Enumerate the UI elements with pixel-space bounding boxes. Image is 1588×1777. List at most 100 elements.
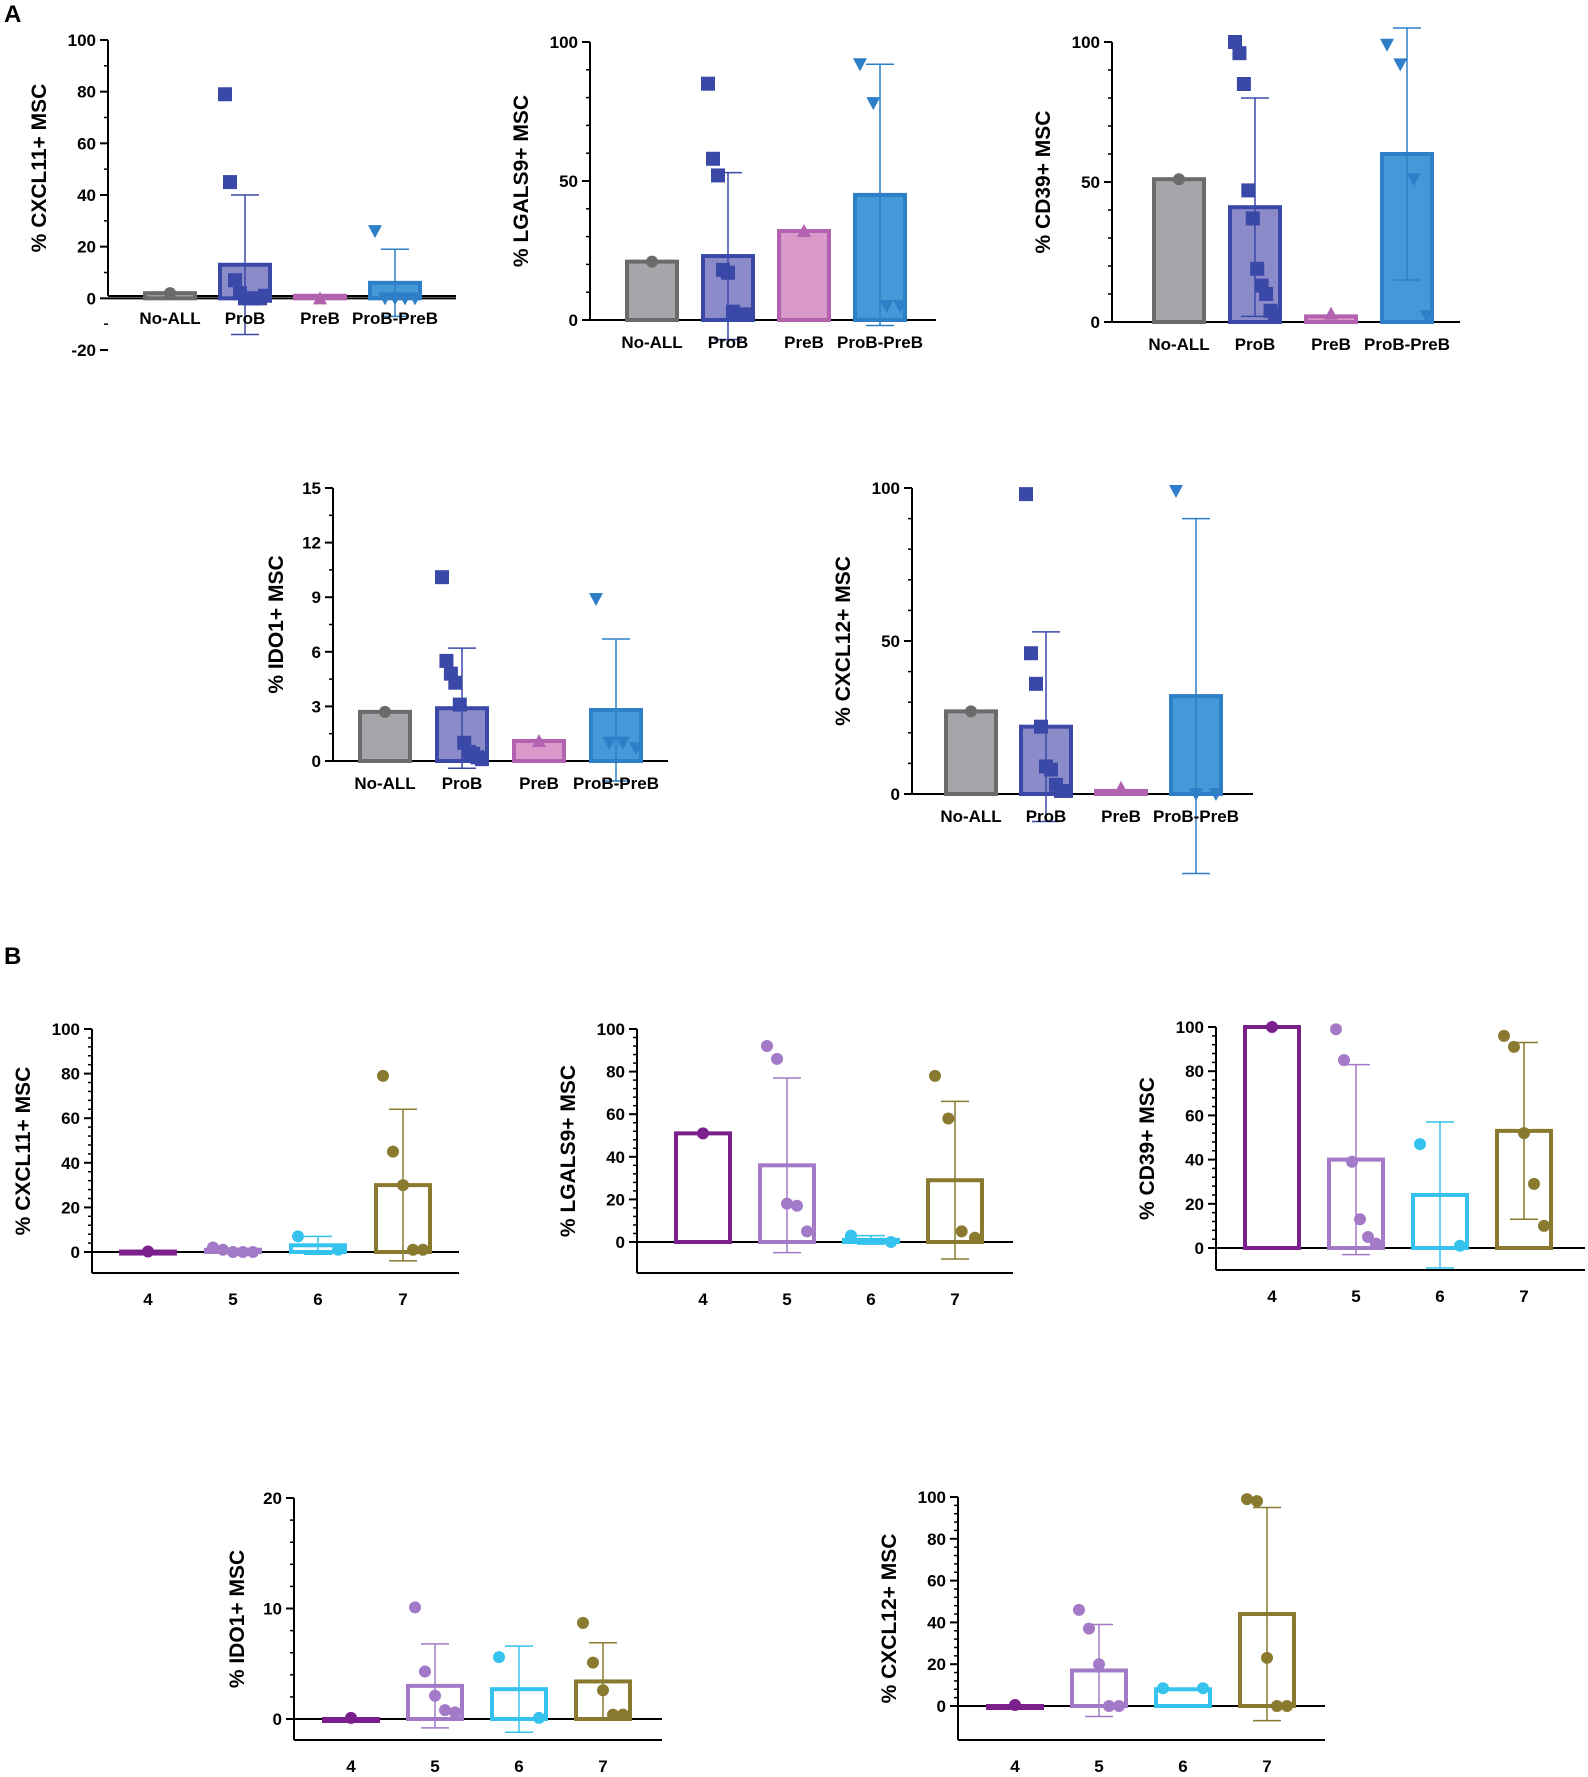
data-point xyxy=(879,300,894,314)
data-point xyxy=(1245,211,1260,226)
x-category-label: No-ALL xyxy=(354,774,415,793)
y-axis-title: % LGALS9+ MSC xyxy=(510,95,533,267)
y-tick-label: 6 xyxy=(312,643,321,662)
x-category-label: 5 xyxy=(1094,1757,1103,1776)
data-point xyxy=(761,1040,773,1053)
data-point xyxy=(1083,1622,1095,1635)
x-category-label: PreB xyxy=(1101,807,1141,826)
data-point xyxy=(164,287,176,300)
data-point xyxy=(409,1601,421,1614)
x-category-label: No-ALL xyxy=(1148,335,1209,354)
x-category-label: 7 xyxy=(1519,1287,1528,1306)
data-point xyxy=(408,292,422,306)
data-point xyxy=(1034,719,1048,734)
data-point xyxy=(1454,1239,1466,1252)
x-category-label: ProB xyxy=(1026,807,1067,826)
y-axis-title: % CD39+ MSC xyxy=(1136,1077,1159,1220)
y-tick-label: 100 xyxy=(872,479,900,498)
y-tick-label: 40 xyxy=(606,1148,625,1167)
chart-9: 0 10 20 % IDO1+ MSC 4 5 6 7 xyxy=(226,1489,662,1776)
x-category-label: 5 xyxy=(782,1290,791,1309)
y-tick-label: 0 xyxy=(891,785,900,804)
data-point xyxy=(1259,287,1274,301)
data-point xyxy=(237,1246,249,1258)
data-point xyxy=(1518,1127,1530,1140)
chart-7: 0 20 40 60 80 100 % LGALS9+ MSC 4 5 6 7 xyxy=(557,1020,1013,1309)
data-point xyxy=(1268,309,1282,324)
x-category-label: ProB-PreB xyxy=(837,333,923,352)
data-point xyxy=(741,307,755,322)
data-point xyxy=(1197,1682,1209,1695)
data-point xyxy=(449,1706,461,1719)
data-point xyxy=(258,288,272,303)
x-category-label: 4 xyxy=(1010,1757,1020,1776)
x-category-label: 7 xyxy=(598,1757,607,1776)
data-point xyxy=(1113,1700,1125,1712)
data-point xyxy=(771,1052,783,1065)
chart-4: 0 3 6 9 12 15 % IDO1+ MSC No-ALL ProB PreB ProB-Pr… xyxy=(265,479,668,793)
chart-1: -20 0 20 40 60 80 100 % CXCL11+ MSC No-ALL ProB Pr… xyxy=(28,31,456,360)
x-category-label: ProB-PreB xyxy=(352,309,438,328)
y-tick-label: 80 xyxy=(606,1063,625,1082)
data-point xyxy=(1093,1658,1105,1671)
data-point xyxy=(1508,1040,1520,1053)
y-tick-label: 60 xyxy=(61,1109,80,1128)
data-point xyxy=(893,300,907,314)
y-tick-label: 20 xyxy=(61,1198,80,1217)
x-category-label: 5 xyxy=(228,1290,237,1309)
y-tick-label: 20 xyxy=(1185,1195,1204,1214)
y-tick-label: 0 xyxy=(1195,1239,1204,1258)
data-point xyxy=(1354,1213,1366,1226)
data-point xyxy=(617,1708,629,1721)
bar-no-all xyxy=(625,259,679,322)
data-point xyxy=(1114,780,1128,794)
y-axis-title: % LGALS9+ MSC xyxy=(557,1065,580,1237)
data-point xyxy=(1232,46,1247,61)
chart-6: 0 20 40 60 80 100 % CXCL11+ MSC 4 5 6 7 xyxy=(12,1020,459,1309)
x-category-label: 4 xyxy=(1267,1287,1277,1306)
y-axis-title: % CXCL12+ MSC xyxy=(832,556,855,726)
data-point xyxy=(1346,1155,1358,1168)
x-category-label: 4 xyxy=(143,1290,153,1309)
bar-preb xyxy=(777,229,831,322)
x-category-label: No-ALL xyxy=(940,807,1001,826)
data-point xyxy=(313,291,327,305)
bar-4 xyxy=(674,1131,732,1244)
data-point xyxy=(1251,1495,1263,1508)
data-point xyxy=(615,736,630,750)
data-point xyxy=(1073,1603,1085,1616)
data-point xyxy=(419,1665,431,1678)
data-point xyxy=(292,1230,304,1243)
data-point xyxy=(228,273,242,288)
data-point xyxy=(969,1231,981,1244)
data-point xyxy=(379,705,391,718)
data-point xyxy=(398,292,412,306)
data-point xyxy=(791,1199,803,1212)
data-point xyxy=(1173,173,1185,186)
data-point xyxy=(965,705,977,718)
data-point xyxy=(345,1711,357,1724)
chart-3: 0 50 100 % CD39+ MSC No-ALL ProB PreB ProB-PreB xyxy=(1032,27,1460,354)
data-point xyxy=(397,1179,409,1192)
data-point xyxy=(532,733,546,747)
data-point xyxy=(1228,35,1242,49)
data-point xyxy=(942,1112,955,1125)
data-point xyxy=(1420,310,1434,324)
data-point xyxy=(247,1246,259,1258)
panel-label-a: A xyxy=(4,1,21,28)
y-tick-label: 50 xyxy=(881,632,900,651)
data-point xyxy=(1209,788,1223,801)
chart-10: 0 20 40 60 80 100 % CXCL12+ MSC 4 5 6 7 xyxy=(878,1488,1325,1776)
y-axis-title: % IDO1+ MSC xyxy=(265,555,288,693)
y-tick-label: 40 xyxy=(1185,1151,1204,1170)
data-point xyxy=(701,76,715,91)
y-tick-label: 40 xyxy=(77,186,96,205)
x-category-label: 6 xyxy=(1178,1757,1187,1776)
data-point xyxy=(1029,676,1043,691)
data-point xyxy=(1044,762,1058,777)
data-point xyxy=(388,292,402,306)
x-category-label: ProB xyxy=(225,309,266,328)
x-category-label: ProB xyxy=(1235,335,1276,354)
